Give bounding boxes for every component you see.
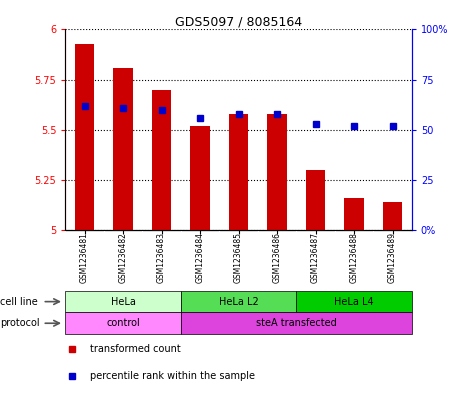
Bar — [75, 44, 94, 230]
Bar — [383, 202, 402, 230]
Text: percentile rank within the sample: percentile rank within the sample — [90, 371, 255, 381]
Text: HeLa L2: HeLa L2 — [219, 297, 258, 307]
Text: GSM1236481: GSM1236481 — [80, 232, 89, 283]
Text: HeLa L4: HeLa L4 — [334, 297, 374, 307]
Bar — [152, 90, 171, 230]
Bar — [65, 291, 181, 312]
Text: GSM1236484: GSM1236484 — [195, 232, 204, 283]
Text: protocol: protocol — [0, 318, 40, 328]
Bar — [229, 114, 248, 230]
Bar — [190, 126, 210, 230]
Bar — [344, 198, 364, 230]
Text: GSM1236487: GSM1236487 — [311, 232, 320, 283]
Bar — [181, 312, 412, 334]
Bar — [65, 312, 181, 334]
Text: GSM1236489: GSM1236489 — [388, 232, 397, 283]
Text: control: control — [106, 318, 140, 328]
Title: GDS5097 / 8085164: GDS5097 / 8085164 — [175, 15, 302, 28]
Text: transformed count: transformed count — [90, 344, 180, 354]
Bar — [113, 68, 133, 230]
Text: GSM1236482: GSM1236482 — [118, 232, 127, 283]
Text: GSM1236483: GSM1236483 — [157, 232, 166, 283]
Bar — [267, 114, 287, 230]
Text: GSM1236485: GSM1236485 — [234, 232, 243, 283]
Text: HeLa: HeLa — [111, 297, 135, 307]
Text: GSM1236488: GSM1236488 — [350, 232, 359, 283]
Text: cell line: cell line — [0, 297, 38, 307]
Bar — [296, 291, 412, 312]
Bar — [306, 170, 325, 230]
Text: steA transfected: steA transfected — [256, 318, 337, 328]
Bar — [181, 291, 296, 312]
Text: GSM1236486: GSM1236486 — [273, 232, 282, 283]
